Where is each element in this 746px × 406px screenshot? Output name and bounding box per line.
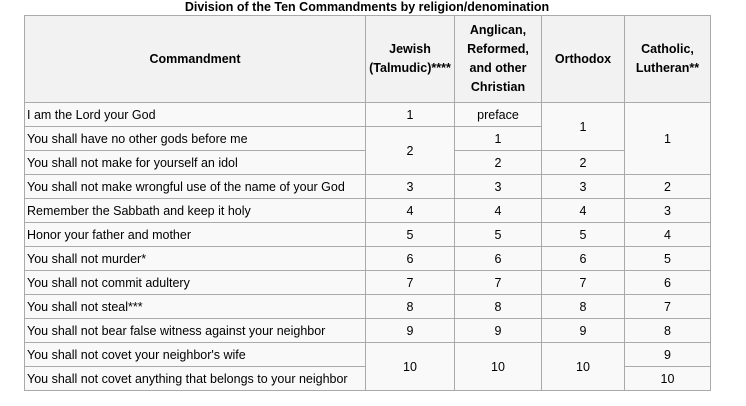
commandment-cell: Honor your father and mother xyxy=(24,222,366,247)
commandment-cell: You shall not steal*** xyxy=(24,294,366,319)
header-commandment: Commandment xyxy=(24,15,366,103)
commandment-cell: You shall not covet your neighbor's wife xyxy=(24,342,366,367)
anglican-cell: preface xyxy=(454,102,542,127)
orthodox-cell: 2 xyxy=(541,150,625,175)
orthodox-cell: 4 xyxy=(541,198,625,223)
jewish-cell: 10 xyxy=(365,342,455,391)
table-row: You shall not murder* 6 6 6 5 xyxy=(24,246,711,271)
jewish-cell: 1 xyxy=(365,102,455,127)
orthodox-cell: 1 xyxy=(541,102,625,151)
jewish-cell: 9 xyxy=(365,318,455,343)
catholic-cell: 8 xyxy=(624,318,711,343)
commandment-cell: I am the Lord your God xyxy=(24,102,366,127)
commandment-cell: Remember the Sabbath and keep it holy xyxy=(24,198,366,223)
anglican-cell: 8 xyxy=(454,294,542,319)
table-caption: Division of the Ten Commandments by reli… xyxy=(184,0,550,14)
header-anglican-line3: and other xyxy=(469,61,527,75)
commandment-cell: You shall not commit adultery xyxy=(24,270,366,295)
table-row: You shall not make for yourself an idol … xyxy=(24,150,711,175)
table-row: You shall not steal*** 8 8 8 7 xyxy=(24,294,711,319)
anglican-cell: 3 xyxy=(454,174,542,199)
jewish-cell: 6 xyxy=(365,246,455,271)
commandment-cell: You shall not bear false witness against… xyxy=(24,318,366,343)
jewish-cell: 4 xyxy=(365,198,455,223)
anglican-cell: 4 xyxy=(454,198,542,223)
header-jewish: Jewish (Talmudic)**** xyxy=(365,15,455,103)
anglican-cell: 5 xyxy=(454,222,542,247)
commandments-table: Commandment Jewish (Talmudic)**** Anglic… xyxy=(24,15,711,391)
jewish-cell: 2 xyxy=(365,126,455,175)
orthodox-cell: 8 xyxy=(541,294,625,319)
catholic-cell: 2 xyxy=(624,174,711,199)
header-catholic-line1: Catholic, xyxy=(641,42,694,56)
catholic-cell: 9 xyxy=(624,342,711,367)
table-row: You shall not covet anything that belong… xyxy=(24,366,711,391)
anglican-cell: 9 xyxy=(454,318,542,343)
table-row: Honor your father and mother 5 5 5 4 xyxy=(24,222,711,247)
catholic-cell: 6 xyxy=(624,270,711,295)
anglican-cell: 2 xyxy=(454,150,542,175)
jewish-cell: 7 xyxy=(365,270,455,295)
table-row: Remember the Sabbath and keep it holy 4 … xyxy=(24,198,711,223)
commandment-cell: You shall not covet anything that belong… xyxy=(24,366,366,391)
orthodox-cell: 7 xyxy=(541,270,625,295)
table-row: You shall not covet your neighbor's wife… xyxy=(24,342,711,391)
catholic-cell: 3 xyxy=(624,198,711,223)
header-row: Commandment Jewish (Talmudic)**** Anglic… xyxy=(24,15,711,103)
table-row: I am the Lord your God 1 preface 1 1 xyxy=(24,102,711,175)
header-anglican-line2: Reformed, xyxy=(467,42,529,56)
orthodox-cell: 6 xyxy=(541,246,625,271)
header-anglican: Anglican, Reformed, and other Christian xyxy=(454,15,542,103)
header-jewish-line2: (Talmudic)**** xyxy=(369,61,451,75)
orthodox-cell: 10 xyxy=(541,342,625,391)
commandment-cell: You shall not make for yourself an idol xyxy=(24,150,366,175)
header-catholic-line2: Lutheran** xyxy=(635,61,700,75)
header-jewish-line1: Jewish xyxy=(389,42,431,56)
commandment-cell: You shall not make wrongful use of the n… xyxy=(24,174,366,199)
anglican-cell: 7 xyxy=(454,270,542,295)
orthodox-cell: 3 xyxy=(541,174,625,199)
jewish-cell: 5 xyxy=(365,222,455,247)
commandment-cell: You shall not murder* xyxy=(24,246,366,271)
catholic-cell: 5 xyxy=(624,246,711,271)
jewish-cell: 3 xyxy=(365,174,455,199)
anglican-cell: 6 xyxy=(454,246,542,271)
catholic-cell: 10 xyxy=(624,366,711,391)
header-anglican-line1: Anglican, xyxy=(469,23,527,37)
catholic-cell: 4 xyxy=(624,222,711,247)
commandment-cell: You shall have no other gods before me xyxy=(24,126,366,151)
catholic-cell: 7 xyxy=(624,294,711,319)
header-anglican-line4: Christian xyxy=(470,80,526,94)
table-row: You shall not commit adultery 7 7 7 6 xyxy=(24,270,711,295)
orthodox-cell: 5 xyxy=(541,222,625,247)
orthodox-cell: 9 xyxy=(541,318,625,343)
anglican-cell: 10 xyxy=(454,342,542,391)
anglican-cell: 1 xyxy=(454,126,542,151)
table-row: You shall not bear false witness against… xyxy=(24,318,711,343)
jewish-cell: 8 xyxy=(365,294,455,319)
header-orthodox: Orthodox xyxy=(541,15,625,103)
table-row: You shall not make wrongful use of the n… xyxy=(24,174,711,199)
header-catholic: Catholic, Lutheran** xyxy=(624,15,711,103)
catholic-cell: 1 xyxy=(624,102,711,175)
